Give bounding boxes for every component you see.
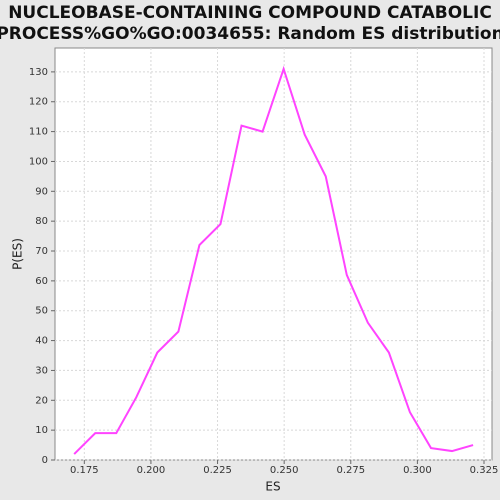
y-tick-label: 100 [29, 156, 48, 167]
x-tick-label: 0.300 [403, 465, 432, 476]
y-tick-label: 80 [35, 216, 48, 227]
y-tick-label: 90 [35, 186, 48, 197]
line [73, 65, 474, 455]
y-tick-label: 120 [29, 97, 48, 108]
y-tick-label: 70 [35, 246, 48, 257]
x-tick-label: 0.225 [203, 465, 232, 476]
chart-title: NUCLEOBASE-CONTAINING COMPOUND CATABOLIC [8, 3, 492, 23]
y-tick-label: 130 [29, 67, 48, 78]
y-tick-label: 50 [35, 306, 48, 317]
plot-area [54, 47, 493, 461]
y-tick-label: 20 [35, 395, 48, 406]
x-tick-label: 0.250 [270, 465, 299, 476]
x-tick-label: 0.275 [336, 465, 365, 476]
y-tick-label: 30 [35, 365, 48, 376]
y-tick-label: 10 [35, 425, 48, 436]
y-axis-label: P(ES) [11, 238, 25, 270]
y-tick-label: 110 [29, 127, 48, 138]
chart-title: PROCESS%GO%GO:0034655: Random ES distrib… [0, 24, 500, 44]
x-tick-label: 0.175 [70, 465, 99, 476]
x-axis-label: ES [265, 480, 280, 494]
y-tick-label: 40 [35, 336, 48, 347]
y-tick-label: 0 [42, 455, 48, 466]
y-tick-label: 60 [35, 276, 48, 287]
x-tick-label: 0.325 [470, 465, 499, 476]
x-tick-label: 0.200 [137, 465, 166, 476]
